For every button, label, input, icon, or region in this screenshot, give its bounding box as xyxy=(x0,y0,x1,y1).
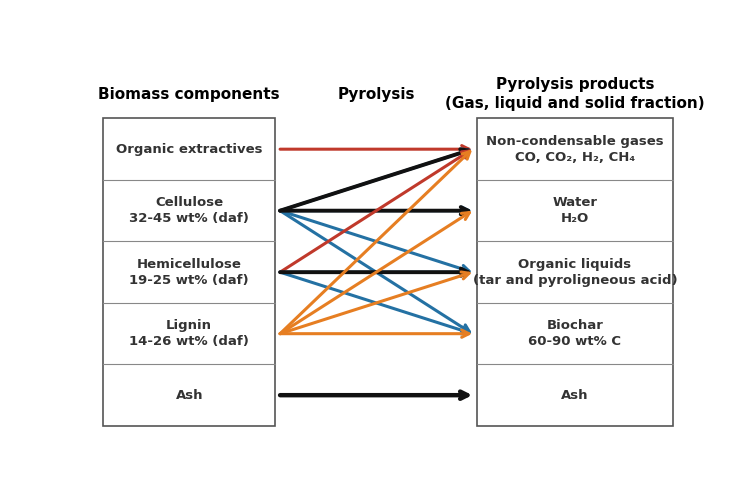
FancyArrowPatch shape xyxy=(280,207,468,214)
FancyArrowPatch shape xyxy=(280,149,469,211)
Text: Ash: Ash xyxy=(176,389,203,402)
Text: Non-condensable gases
CO, CO₂, H₂, CH₄: Non-condensable gases CO, CO₂, H₂, CH₄ xyxy=(486,135,664,164)
Text: Water
H₂O: Water H₂O xyxy=(553,196,597,225)
FancyArrowPatch shape xyxy=(280,392,467,399)
FancyArrowPatch shape xyxy=(280,268,468,276)
FancyArrowPatch shape xyxy=(280,146,469,153)
Text: Biochar
60-90 wt% C: Biochar 60-90 wt% C xyxy=(529,319,621,348)
Text: Ash: Ash xyxy=(561,389,589,402)
FancyArrowPatch shape xyxy=(280,211,469,272)
FancyArrowPatch shape xyxy=(280,151,470,272)
FancyArrowPatch shape xyxy=(280,272,469,334)
Bar xyxy=(103,118,275,426)
FancyArrowPatch shape xyxy=(280,212,470,334)
Text: Pyrolysis: Pyrolysis xyxy=(338,87,415,102)
Text: Hemicellulose
19-25 wt% (daf): Hemicellulose 19-25 wt% (daf) xyxy=(130,258,249,287)
FancyArrowPatch shape xyxy=(280,330,469,337)
FancyArrowPatch shape xyxy=(280,211,470,332)
Text: Pyrolysis products
(Gas, liquid and solid fraction): Pyrolysis products (Gas, liquid and soli… xyxy=(445,77,705,111)
FancyArrowPatch shape xyxy=(280,268,469,276)
Text: Cellulose
32-45 wt% (daf): Cellulose 32-45 wt% (daf) xyxy=(129,196,249,225)
Text: Lignin
14-26 wt% (daf): Lignin 14-26 wt% (daf) xyxy=(129,319,249,348)
Bar xyxy=(477,118,673,426)
FancyArrowPatch shape xyxy=(280,207,469,214)
FancyArrowPatch shape xyxy=(280,151,470,334)
Text: Organic extractives: Organic extractives xyxy=(116,143,262,156)
FancyArrowPatch shape xyxy=(280,150,468,211)
FancyArrowPatch shape xyxy=(280,272,469,334)
Text: Biomass components: Biomass components xyxy=(98,87,280,102)
Text: Organic liquids
(tar and pyroligneous acid): Organic liquids (tar and pyroligneous ac… xyxy=(473,258,677,287)
